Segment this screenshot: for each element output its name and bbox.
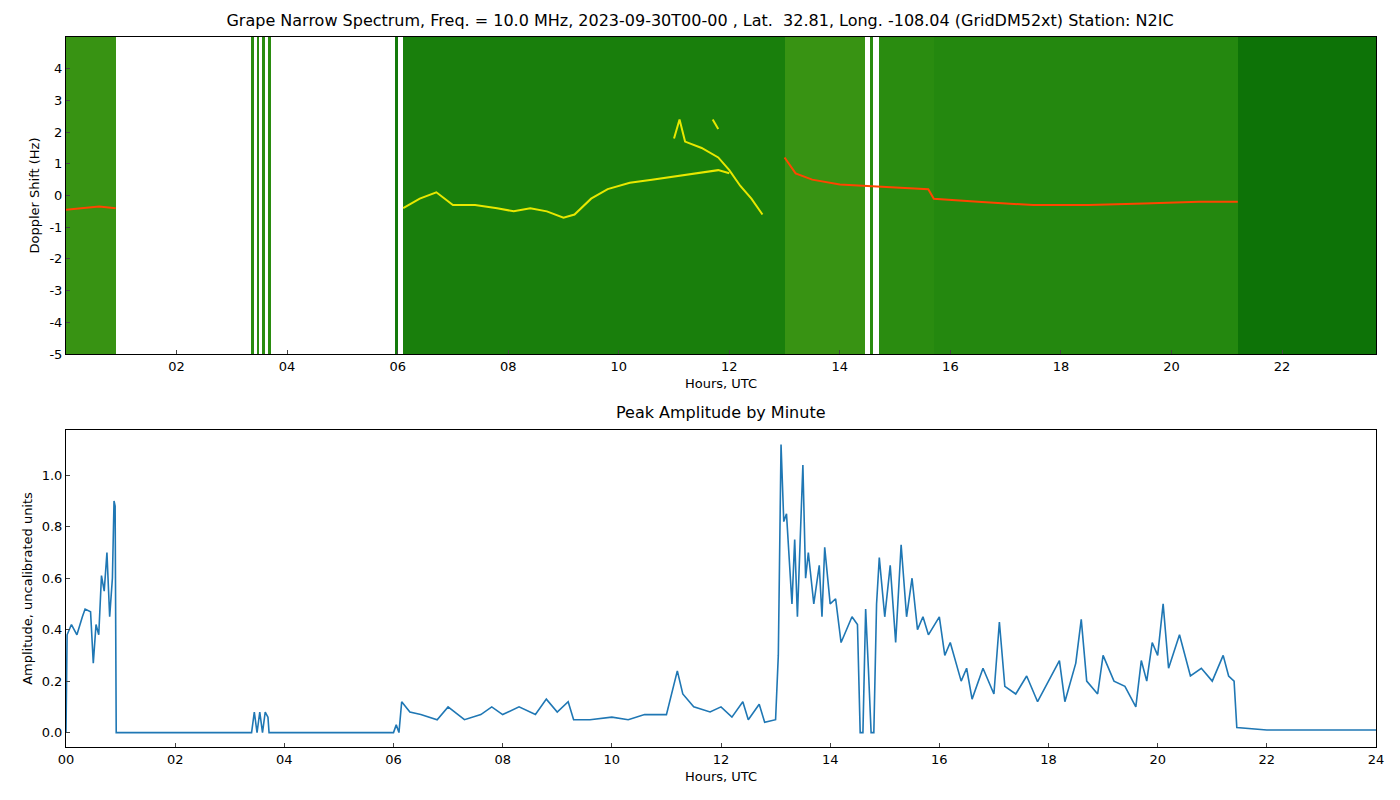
svg-text:3: 3 xyxy=(54,93,62,108)
svg-text:0.4: 0.4 xyxy=(42,622,63,637)
svg-text:24: 24 xyxy=(1368,752,1385,767)
svg-text:02: 02 xyxy=(168,359,185,374)
svg-text:20: 20 xyxy=(1163,359,1180,374)
svg-text:06: 06 xyxy=(385,752,402,767)
svg-text:0.8: 0.8 xyxy=(42,519,63,534)
svg-text:16: 16 xyxy=(931,752,948,767)
svg-text:14: 14 xyxy=(822,752,839,767)
svg-text:0.0: 0.0 xyxy=(42,725,63,740)
svg-text:06: 06 xyxy=(389,359,406,374)
svg-text:-3: -3 xyxy=(49,283,62,298)
svg-text:Peak Amplitude by Minute: Peak Amplitude by Minute xyxy=(616,403,826,422)
svg-text:08: 08 xyxy=(500,359,517,374)
svg-text:4: 4 xyxy=(54,61,62,76)
svg-text:1: 1 xyxy=(54,156,62,171)
svg-text:Amplitude, uncalibrated units: Amplitude, uncalibrated units xyxy=(20,492,35,685)
svg-text:Hours, UTC: Hours, UTC xyxy=(685,376,757,391)
svg-text:18: 18 xyxy=(1040,752,1057,767)
svg-text:20: 20 xyxy=(1149,752,1166,767)
svg-text:12: 12 xyxy=(721,359,738,374)
svg-text:12: 12 xyxy=(713,752,730,767)
svg-text:0.6: 0.6 xyxy=(42,571,63,586)
svg-text:04: 04 xyxy=(279,359,296,374)
svg-text:-4: -4 xyxy=(49,315,62,330)
svg-text:1.0: 1.0 xyxy=(42,468,63,483)
svg-text:Doppler Shift (Hz): Doppler Shift (Hz) xyxy=(27,138,42,254)
svg-text:0.2: 0.2 xyxy=(42,674,63,689)
svg-text:2: 2 xyxy=(54,125,62,140)
svg-text:-5: -5 xyxy=(49,347,62,362)
svg-text:00: 00 xyxy=(58,752,75,767)
svg-text:18: 18 xyxy=(1053,359,1070,374)
svg-text:16: 16 xyxy=(942,359,959,374)
svg-text:22: 22 xyxy=(1259,752,1276,767)
svg-text:08: 08 xyxy=(494,752,511,767)
svg-text:Grape Narrow Spectrum, Freq. =: Grape Narrow Spectrum, Freq. = 10.0 MHz,… xyxy=(226,11,1173,30)
svg-text:04: 04 xyxy=(276,752,293,767)
svg-text:-1: -1 xyxy=(49,220,62,235)
svg-text:14: 14 xyxy=(832,359,849,374)
svg-text:10: 10 xyxy=(610,359,627,374)
svg-text:-2: -2 xyxy=(49,251,62,266)
svg-text:Hours, UTC: Hours, UTC xyxy=(685,769,757,784)
svg-text:22: 22 xyxy=(1274,359,1291,374)
svg-text:10: 10 xyxy=(604,752,621,767)
svg-text:0: 0 xyxy=(54,188,62,203)
svg-text:02: 02 xyxy=(167,752,184,767)
